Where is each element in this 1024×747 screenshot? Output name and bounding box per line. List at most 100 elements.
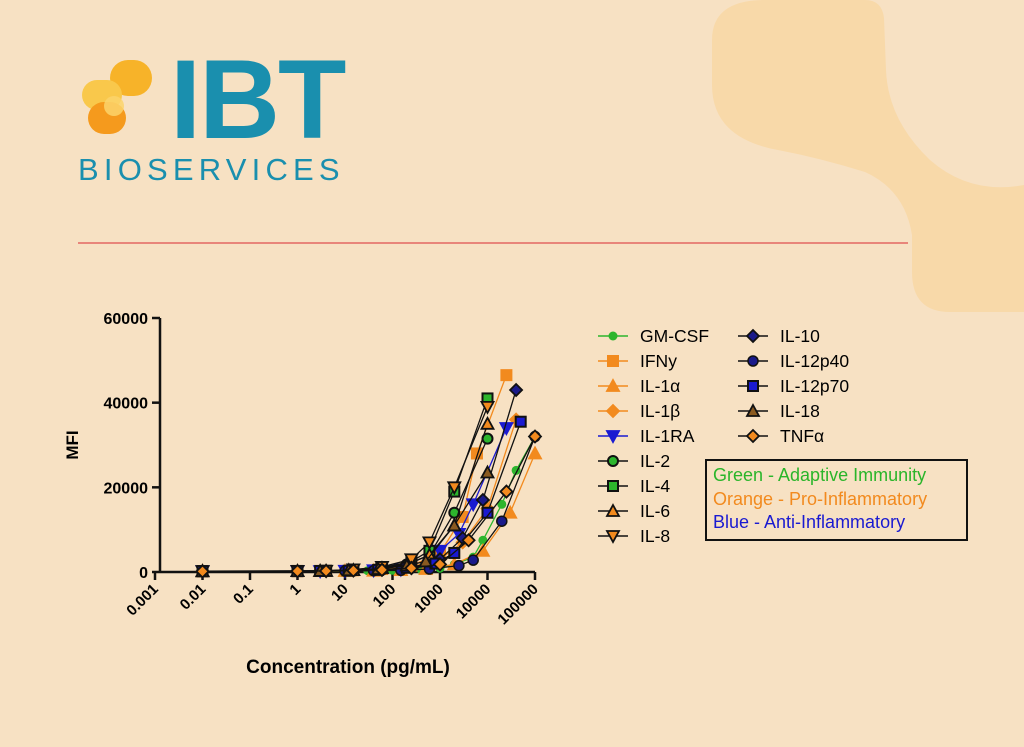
data-point-8-5	[403, 553, 419, 568]
x-tick-label-5: 100	[370, 581, 400, 611]
series-line-3	[202, 419, 517, 573]
series-line-13	[202, 436, 536, 573]
data-point-10-8	[467, 554, 479, 566]
series-legend: GM-CSF IFNy IL-1α IL-1β IL-1RA IL-2 IL-4 IL-6 IL…	[598, 326, 849, 546]
category-legend-anti-inflammatory: Blue - Anti-Inflammatory	[713, 512, 906, 532]
brand-logo-icon	[80, 58, 160, 143]
series-9	[195, 382, 524, 579]
legend-marker-7	[605, 503, 621, 517]
x-tick-label-2: 0.1	[230, 581, 257, 608]
legend-marker-2	[605, 378, 621, 392]
chart-plot-area	[194, 369, 543, 580]
brand-name: IBT	[170, 37, 346, 162]
data-point-13-8	[499, 484, 514, 499]
legend-label-11: IL-12p70	[780, 376, 849, 396]
legend-label-12: IL-18	[780, 401, 820, 421]
data-point-4-7	[432, 544, 448, 559]
data-point-9-9	[508, 382, 524, 398]
legend-marker-11	[747, 380, 759, 392]
x-tick-label-1: 0.01	[177, 581, 210, 614]
data-point-13-0	[195, 564, 210, 579]
data-point-11-9	[514, 415, 527, 428]
category-legend-box: Green - Adaptive Immunity Orange - Pro-I…	[705, 459, 968, 541]
legend-marker-1	[607, 355, 619, 367]
x-axis-label: Concentration (pg/mL)	[246, 657, 450, 678]
legend-item-2: IL-1α	[598, 376, 680, 396]
legend-item-5: IL-2	[598, 451, 670, 471]
y-tick-label-2: 40000	[104, 396, 149, 413]
legend-item-7: IL-6	[598, 501, 670, 521]
data-point-12-8	[479, 464, 496, 479]
legend-marker-12	[745, 403, 761, 417]
data-point-13-7	[461, 532, 476, 548]
x-tick-label-4: 10	[328, 581, 352, 605]
data-point-2-9	[502, 504, 518, 519]
legend-marker-0	[608, 331, 618, 341]
data-point-11-8	[481, 506, 494, 519]
x-tick-label-8: 100000	[494, 581, 541, 628]
legend-item-6: IL-4	[598, 476, 670, 496]
data-point-8-7	[446, 481, 462, 496]
legend-item-0: GM-CSF	[598, 326, 709, 346]
x-tick-label-0: 0.001	[123, 581, 162, 620]
data-point-0-10	[478, 535, 488, 545]
legend-marker-4	[605, 430, 621, 444]
x-tick-label-7: 10000	[453, 581, 495, 623]
data-point-13-3	[346, 563, 361, 578]
data-point-13-6	[432, 557, 448, 572]
data-point-1-9	[500, 369, 513, 382]
legend-marker-5	[607, 455, 619, 467]
legend-label-1: IFNy	[640, 351, 677, 371]
legend-marker-8	[605, 530, 621, 544]
legend-label-5: IL-2	[640, 451, 670, 471]
legend-item-9: IL-10	[738, 326, 820, 346]
y-tick-label-0: 0	[139, 565, 148, 582]
legend-label-9: IL-10	[780, 326, 820, 346]
legend-label-7: IL-6	[640, 501, 670, 521]
data-point-13-1	[290, 563, 305, 579]
x-tick-label-3: 1	[286, 581, 304, 599]
legend-marker-3	[605, 403, 621, 419]
legend-item-13: TNFα	[738, 426, 824, 446]
data-point-10-7	[453, 559, 465, 572]
legend-label-3: IL-1β	[640, 401, 680, 421]
category-legend-adaptive: Green - Adaptive Immunity	[713, 465, 927, 485]
y-tick-label-3: 60000	[104, 311, 149, 328]
data-point-8-8	[479, 400, 496, 415]
data-point-4-10	[498, 422, 514, 436]
legend-label-4: IL-1RA	[640, 426, 695, 446]
legend-item-8: IL-8	[598, 526, 670, 546]
series-6	[196, 392, 494, 578]
data-point-0-11	[497, 499, 507, 509]
header-divider	[78, 242, 908, 244]
legend-item-3: IL-1β	[598, 401, 680, 421]
data-point-12-7	[446, 517, 462, 532]
y-tick-label-1: 20000	[104, 480, 149, 497]
legend-item-10: IL-12p40	[738, 351, 849, 371]
data-point-13-5	[404, 560, 419, 576]
x-tick-label-6: 1000	[411, 581, 447, 617]
category-legend-pro-inflammatory: Orange - Pro-Inflammatory	[713, 488, 928, 509]
data-point-4-9	[465, 498, 481, 513]
legend-label-6: IL-4	[640, 476, 670, 496]
data-point-1-8	[470, 447, 483, 460]
legend-marker-6	[607, 480, 619, 492]
data-point-13-4	[374, 562, 390, 578]
data-point-9-8	[475, 492, 491, 508]
data-point-10-9	[496, 515, 508, 527]
brand-subname: BIOSERVICES	[78, 152, 345, 187]
legend-label-8: IL-8	[640, 526, 670, 546]
legend-item-12: IL-18	[738, 401, 820, 421]
data-point-13-2	[318, 563, 334, 579]
legend-item-4: IL-1RA	[598, 426, 695, 446]
legend-marker-9	[745, 328, 761, 344]
legend-label-10: IL-12p40	[780, 351, 849, 371]
legend-marker-13	[745, 428, 761, 444]
data-point-2-10	[527, 445, 543, 460]
legend-label-0: GM-CSF	[640, 326, 709, 346]
legend-label-13: TNFα	[780, 426, 824, 446]
data-point-7-8	[479, 415, 496, 430]
